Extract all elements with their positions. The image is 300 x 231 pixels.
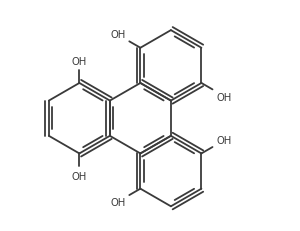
Text: OH: OH [110,30,125,40]
Text: OH: OH [72,171,87,181]
Text: OH: OH [216,135,232,145]
Text: OH: OH [72,56,87,66]
Text: OH: OH [216,92,232,102]
Text: OH: OH [110,198,125,207]
